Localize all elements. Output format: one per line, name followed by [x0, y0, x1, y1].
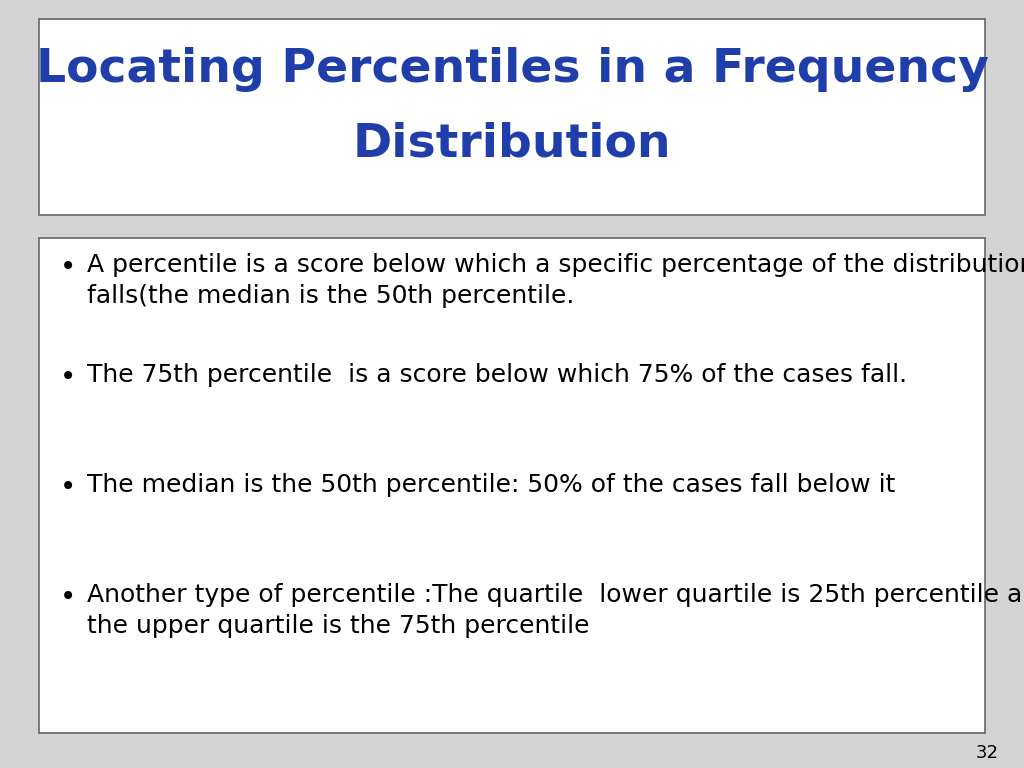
Text: •: • — [59, 583, 76, 611]
Text: •: • — [59, 473, 76, 501]
Text: Locating Percentiles in a Frequency: Locating Percentiles in a Frequency — [36, 47, 988, 92]
Text: Distribution: Distribution — [352, 121, 672, 167]
Text: A percentile is a score below which a specific percentage of the distribution
fa: A percentile is a score below which a sp… — [87, 253, 1024, 308]
Text: Another type of percentile :The quartile  lower quartile is 25th percentile and
: Another type of percentile :The quartile… — [87, 583, 1024, 637]
Text: •: • — [59, 253, 76, 281]
FancyBboxPatch shape — [39, 19, 985, 215]
Text: 32: 32 — [976, 744, 998, 762]
Text: The 75th percentile  is a score below which 75% of the cases fall.: The 75th percentile is a score below whi… — [87, 363, 907, 387]
Text: The median is the 50th percentile: 50% of the cases fall below it: The median is the 50th percentile: 50% o… — [87, 473, 895, 497]
FancyBboxPatch shape — [39, 238, 985, 733]
Text: •: • — [59, 363, 76, 391]
